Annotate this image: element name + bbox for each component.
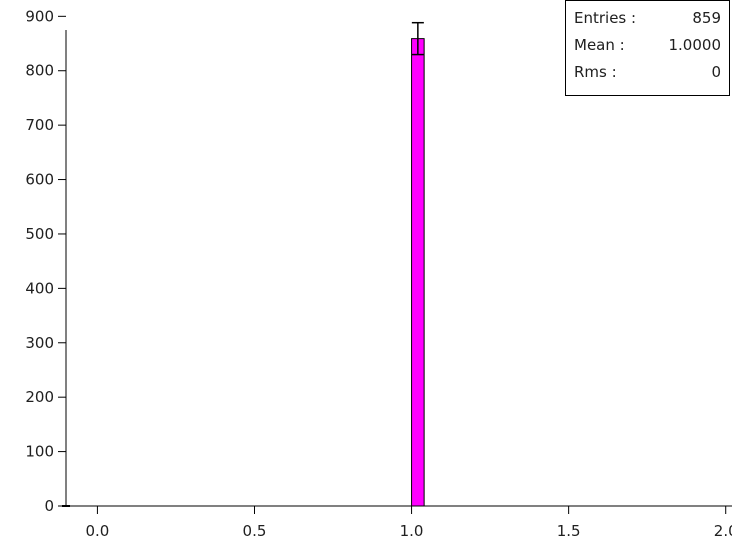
histogram-bar bbox=[411, 38, 425, 507]
y-tick-label: 300 bbox=[25, 334, 54, 352]
x-tick-label: 1.5 bbox=[557, 522, 581, 540]
y-tick-label: 700 bbox=[25, 116, 54, 134]
stats-rms-row: Rms : 0 bbox=[574, 63, 721, 85]
stats-box: Entries : 859 Mean : 1.0000 Rms : 0 bbox=[565, 0, 730, 96]
axes bbox=[58, 15, 732, 514]
y-tick-label: 600 bbox=[25, 171, 54, 189]
y-tick-label: 800 bbox=[25, 62, 54, 80]
y-tick-label: 200 bbox=[25, 388, 54, 406]
stats-rms-value: 0 bbox=[711, 63, 721, 81]
y-tick-label: 0 bbox=[44, 497, 54, 515]
stats-rms-label: Rms : bbox=[574, 63, 617, 81]
x-tick-label: 2.0 bbox=[714, 522, 732, 540]
y-tick-label: 500 bbox=[25, 225, 54, 243]
x-tick-label: 0.5 bbox=[243, 522, 267, 540]
stats-mean-label: Mean : bbox=[574, 36, 625, 54]
stats-mean-row: Mean : 1.0000 bbox=[574, 36, 721, 58]
stats-entries-label: Entries : bbox=[574, 9, 637, 27]
bars bbox=[411, 21, 425, 507]
x-tick-label: 0.0 bbox=[85, 522, 109, 540]
y-tick-label: 900 bbox=[25, 7, 54, 25]
y-tick-label: 100 bbox=[25, 443, 54, 461]
tick-labels: 0 100 200 300 400 500 600 700 800 900 0.0 0.5 1.0 1.5… bbox=[25, 7, 732, 540]
y-tick-label: 400 bbox=[25, 279, 54, 297]
stats-mean-value: 1.0000 bbox=[668, 36, 722, 54]
stats-entries-row: Entries : 859 bbox=[574, 9, 721, 31]
stats-entries-value: 859 bbox=[692, 9, 721, 27]
x-tick-label: 1.0 bbox=[400, 522, 424, 540]
